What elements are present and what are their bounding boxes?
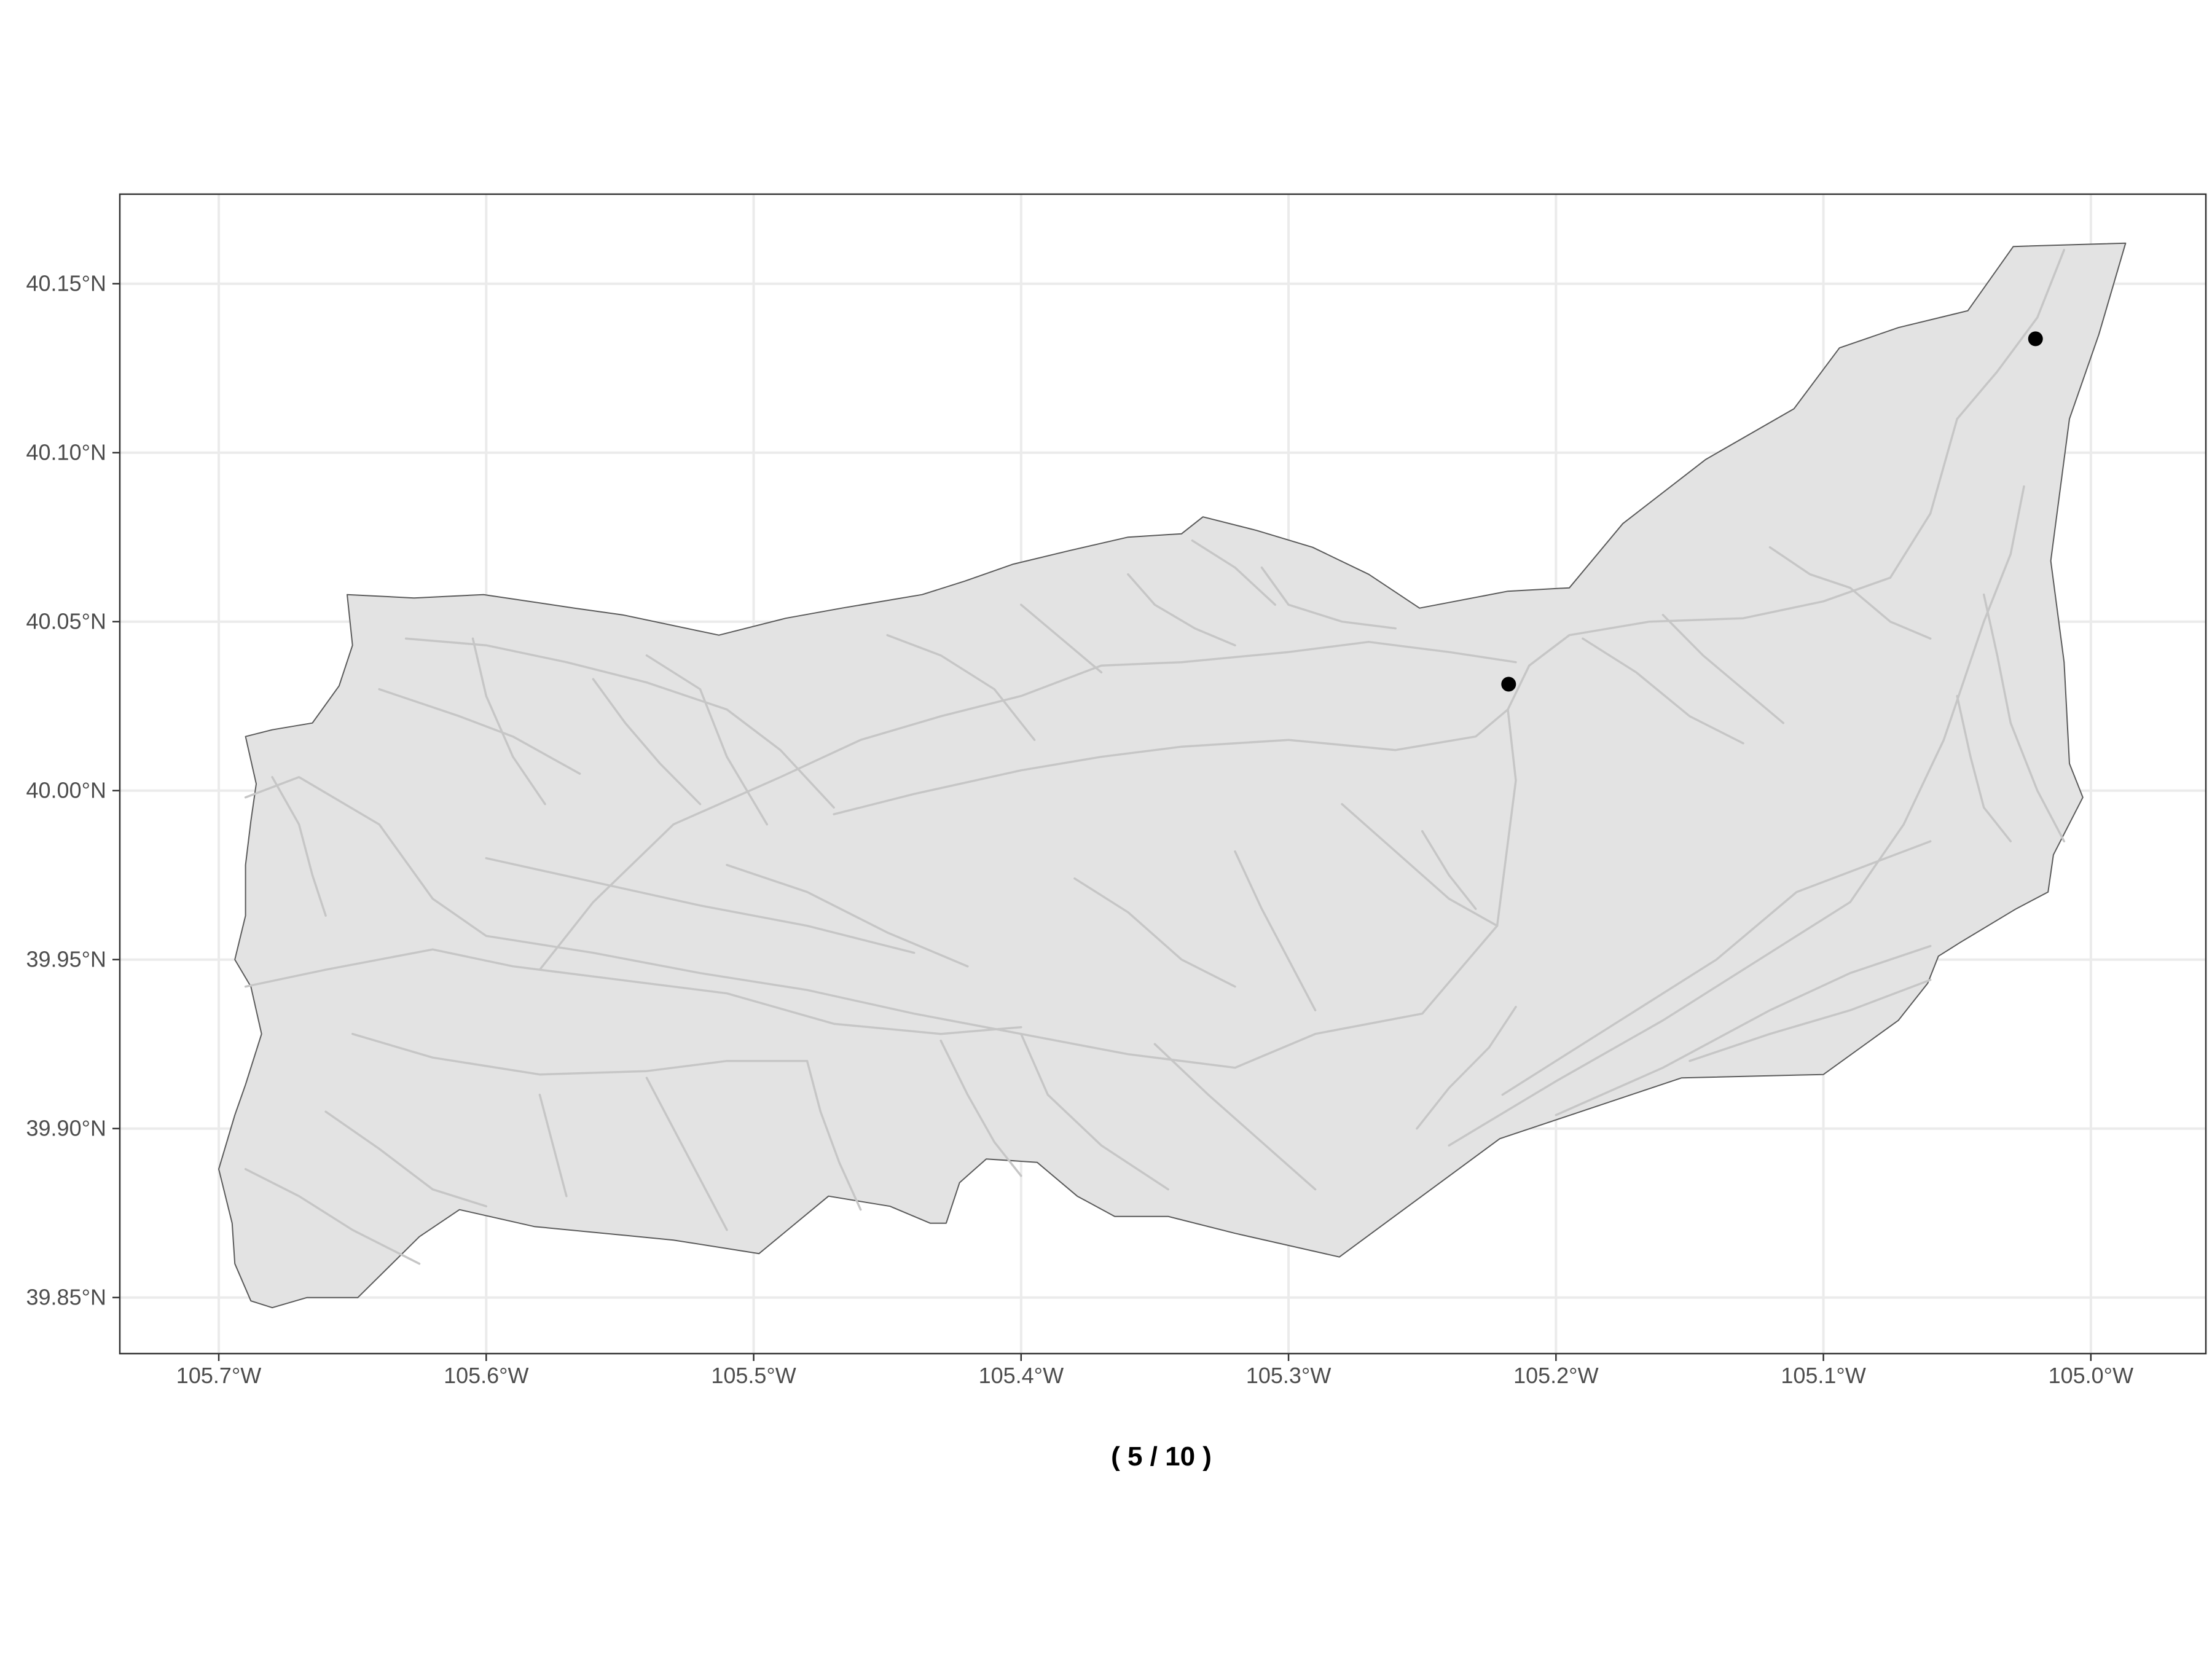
- y-tick-label: 39.95°N: [26, 947, 106, 972]
- gauge-point: [2028, 331, 2043, 347]
- basin-layer: [218, 242, 2127, 1309]
- stream-line: [1582, 637, 1744, 745]
- x-tick-label: 105.3°W: [1246, 1363, 1331, 1388]
- stream-line: [592, 678, 702, 806]
- stream-line: [1020, 1032, 1169, 1191]
- stream-line: [1501, 840, 1932, 1096]
- stream-line: [485, 857, 916, 954]
- y-tick-label: 40.05°N: [26, 609, 106, 634]
- stream-line: [1020, 603, 1103, 673]
- y-tick-label: 39.90°N: [26, 1116, 106, 1141]
- stream-line: [645, 1077, 728, 1231]
- y-tick-label: 40.10°N: [26, 440, 106, 465]
- stream-line: [244, 948, 1022, 1035]
- stream-line: [1341, 802, 1499, 927]
- stream-line: [1234, 850, 1317, 1011]
- stream-line: [1849, 586, 1932, 640]
- stream-line: [324, 1110, 488, 1207]
- x-tick-label: 105.6°W: [444, 1363, 528, 1388]
- stream-line: [1768, 546, 1851, 589]
- gauge-points: [1501, 331, 2043, 692]
- stream-line: [271, 775, 327, 917]
- map-caption: ( 5 / 10 ): [1111, 1441, 1212, 1472]
- stream-line: [404, 637, 835, 809]
- stream-line: [726, 863, 969, 968]
- stream-line: [1982, 593, 2066, 842]
- x-tick-label: 105.0°W: [2049, 1363, 2133, 1388]
- stream-line: [351, 1032, 809, 1076]
- stream-line: [538, 1093, 568, 1198]
- stream-line: [244, 248, 2066, 1069]
- x-tick-label: 105.7°W: [176, 1363, 261, 1388]
- stream-line: [1448, 485, 2025, 1147]
- stream-line: [1073, 877, 1236, 988]
- stream-line: [471, 637, 546, 806]
- stream-line: [244, 1167, 421, 1265]
- y-tick-label: 40.00°N: [26, 778, 106, 803]
- stream-network: [244, 248, 2066, 1265]
- stream-line: [1661, 613, 1785, 724]
- stream-line: [1421, 830, 1477, 910]
- stream-line: [886, 633, 1036, 741]
- stream-line: [1260, 566, 1397, 630]
- stream-line: [833, 708, 1509, 815]
- stream-line: [806, 1059, 862, 1211]
- x-tick-label: 105.2°W: [1513, 1363, 1598, 1388]
- stream-line: [1127, 573, 1236, 646]
- x-tick-label: 105.5°W: [711, 1363, 796, 1388]
- y-tick-label: 39.85°N: [26, 1285, 106, 1310]
- gauge-point: [1501, 677, 1516, 692]
- stream-line: [1416, 1005, 1517, 1130]
- panel-border: [119, 193, 2207, 1355]
- basin-polygon: [218, 242, 2127, 1309]
- x-tick-label: 105.4°W: [979, 1363, 1064, 1388]
- stream-line: [1153, 1043, 1317, 1191]
- stream-line: [1191, 539, 1277, 606]
- stream-line: [645, 654, 769, 826]
- stream-line: [378, 688, 581, 775]
- y-tick-label: 40.15°N: [26, 271, 106, 296]
- stream-line: [1688, 978, 1932, 1062]
- axes: 105.7°W 105.6°W 105.5°W 105.4°W 105.3°W 105.2…: [26, 271, 2134, 1388]
- stream-line: [1555, 944, 1932, 1116]
- stream-line: [538, 640, 1517, 971]
- x-tick-label: 105.1°W: [1781, 1363, 1865, 1388]
- stream-line: [1956, 694, 2012, 842]
- stream-line: [939, 1039, 1022, 1177]
